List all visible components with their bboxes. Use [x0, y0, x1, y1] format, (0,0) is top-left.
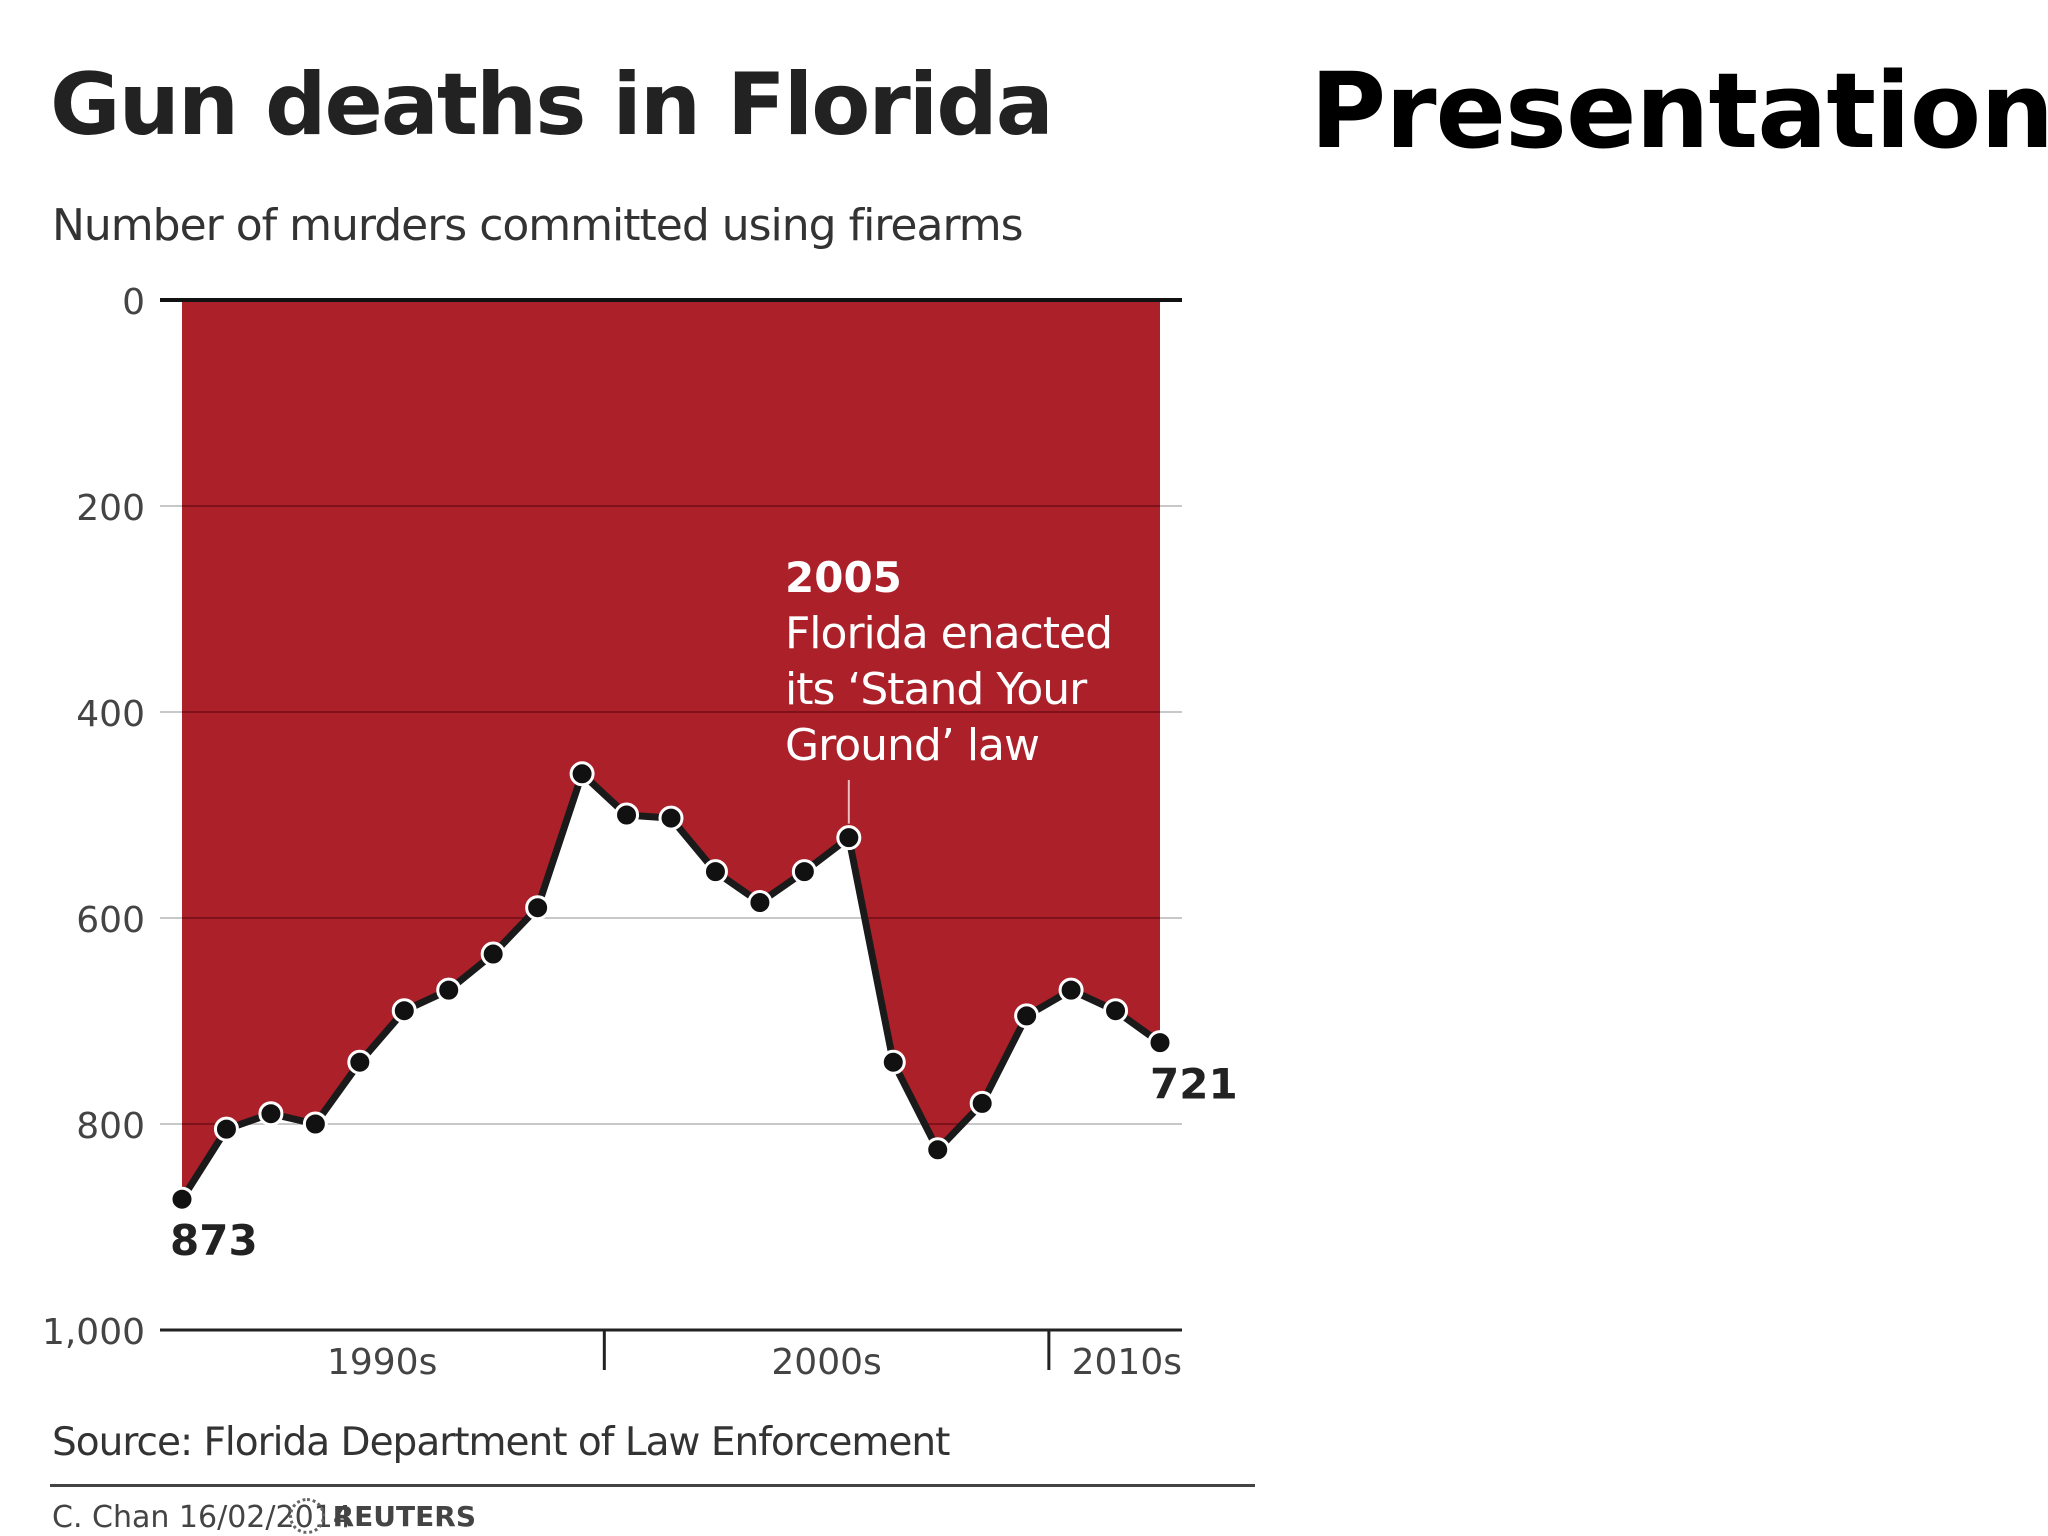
- data-point-1991: [213, 1116, 239, 1142]
- data-point-1995: [391, 998, 417, 1024]
- annotation-line-2: its ‘Stand Your: [785, 664, 1088, 715]
- chart-source: Source: Florida Department of Law Enforc…: [52, 1420, 950, 1465]
- chart-panel: Gun deaths in Florida Number of murders …: [41, 55, 1255, 1535]
- data-point-1996: [436, 977, 462, 1003]
- data-point-2003: [747, 890, 773, 916]
- chart-subtitle: Number of murders committed using firear…: [52, 200, 1024, 251]
- y-tick-label-200: 200: [76, 488, 145, 529]
- reuters-logo-icon: [288, 1498, 325, 1534]
- data-point-1992: [258, 1101, 284, 1127]
- y-tick-label-600: 600: [76, 900, 145, 941]
- slide-heading: Presentation: [1310, 50, 2048, 172]
- data-point-2004: [791, 859, 817, 885]
- chart-title: Gun deaths in Florida: [50, 55, 1054, 155]
- annotation-line-1: Florida enacted: [785, 608, 1112, 659]
- data-point-2010: [1058, 977, 1084, 1003]
- data-point-2006: [880, 1049, 906, 1075]
- data-point-1997: [480, 941, 506, 967]
- red-area-fill: [182, 300, 1160, 1200]
- data-point-2011: [1103, 998, 1129, 1024]
- value-label-2012: 721: [1150, 1060, 1238, 1109]
- data-point-2012: [1147, 1030, 1173, 1056]
- annotation-line-3: Ground’ law: [785, 720, 1039, 771]
- data-point-2009: [1014, 1003, 1040, 1029]
- data-point-2000: [614, 802, 640, 828]
- data-point-2002: [702, 859, 728, 885]
- data-point-2005: [836, 825, 862, 851]
- publisher-brand: REUTERS: [288, 1498, 476, 1534]
- y-tick-label-1000: 1,000: [42, 1312, 145, 1353]
- data-point-1993: [302, 1111, 328, 1137]
- data-point-2001: [658, 805, 684, 831]
- value-label-1990: 873: [170, 1216, 258, 1265]
- y-tick-label-800: 800: [76, 1106, 145, 1147]
- data-point-2007: [925, 1137, 951, 1163]
- y-tick-label-0: 0: [122, 282, 145, 323]
- data-point-1990: [169, 1186, 195, 1212]
- data-point-1998: [525, 895, 551, 921]
- x-decade-label-2000s: 2000s: [771, 1342, 881, 1383]
- publisher-name: REUTERS: [332, 1499, 476, 1533]
- annotation-heading: 2005: [785, 553, 902, 602]
- data-point-1999: [569, 761, 595, 787]
- y-tick-label-400: 400: [76, 694, 145, 735]
- gun-deaths-chart: 0 200 400 600 800 1,000 1990s 2000s 2010s 2005 Flo…: [42, 282, 1238, 1383]
- data-point-2008: [969, 1090, 995, 1116]
- x-decade-label-1990s: 1990s: [327, 1342, 437, 1383]
- footer-divider: [50, 1484, 1255, 1487]
- x-decade-label-2010s: 2010s: [1072, 1342, 1182, 1383]
- data-point-1994: [347, 1049, 373, 1075]
